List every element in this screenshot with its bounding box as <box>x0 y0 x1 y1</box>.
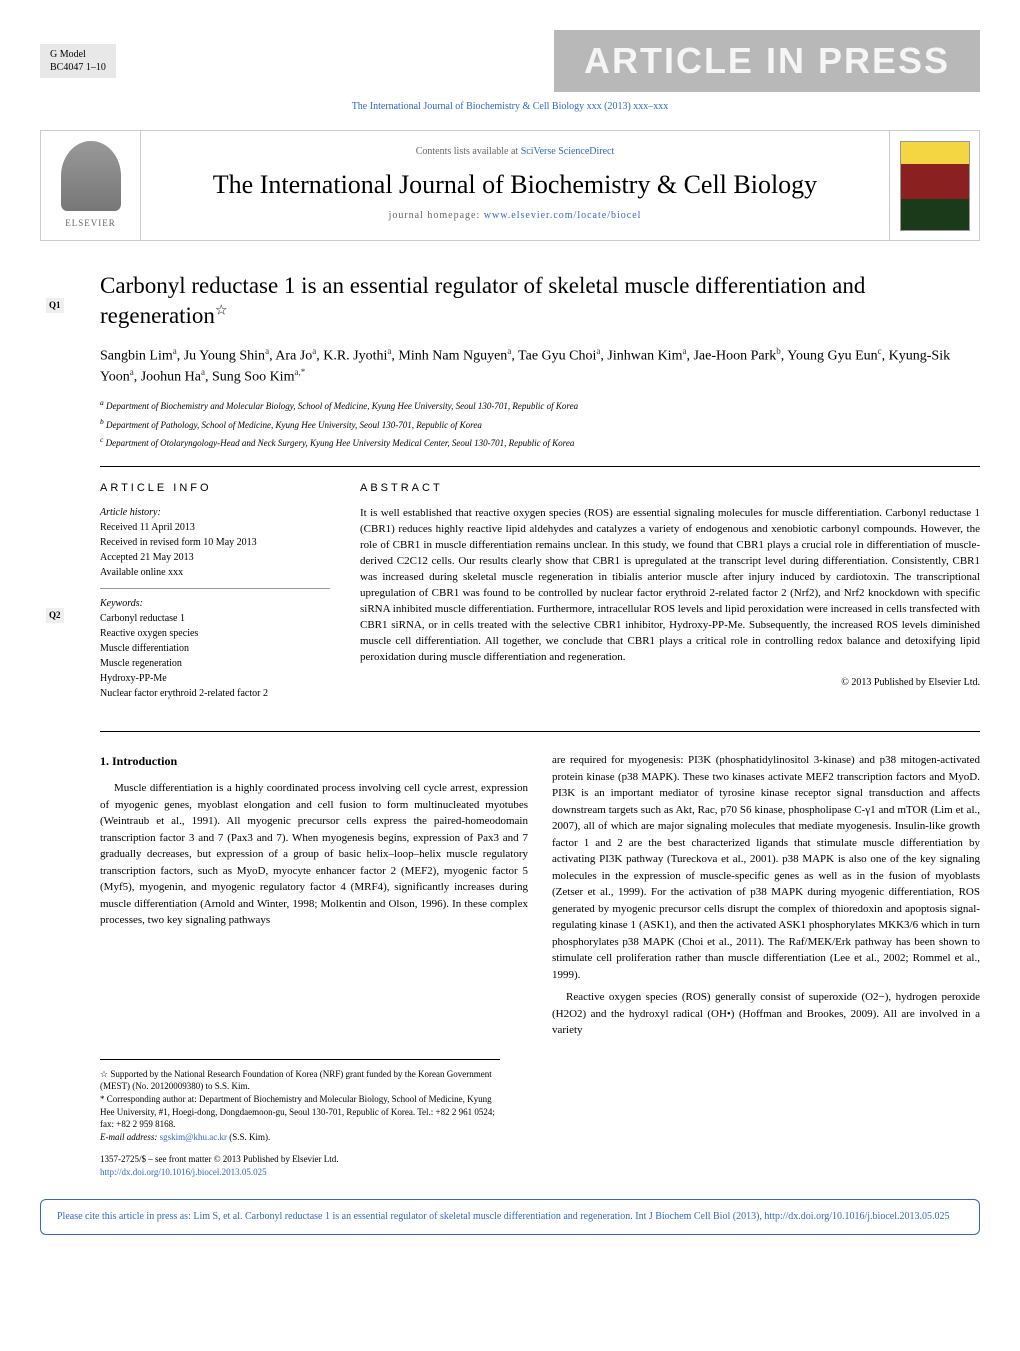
keyword-line: Muscle regeneration <box>100 656 330 671</box>
publisher-logo: ELSEVIER <box>41 131 141 240</box>
abstract-text: It is well established that reactive oxy… <box>360 506 980 665</box>
title-star-icon: ☆ <box>215 303 228 318</box>
info-abstract-row: ARTICLE INFO Article history: Received 1… <box>100 466 980 732</box>
footnotes: ☆ Supported by the National Research Fou… <box>100 1059 500 1144</box>
intro-heading: 1. Introduction <box>100 752 528 770</box>
history-block: Article history: Received 11 April 2013R… <box>100 506 330 589</box>
history-line: Received in revised form 10 May 2013 <box>100 535 330 550</box>
history-line: Available online xxx <box>100 565 330 580</box>
email-label: E-mail address: <box>100 1132 160 1142</box>
issn-line: 1357-2725/$ – see front matter © 2013 Pu… <box>100 1153 980 1166</box>
homepage-line: journal homepage: www.elsevier.com/locat… <box>155 209 875 223</box>
abstract-heading: ABSTRACT <box>360 481 980 496</box>
intro-paragraph-2: are required for myogenesis: PI3K (phosp… <box>552 752 980 983</box>
email-suffix: (S.S. Kim). <box>227 1132 270 1142</box>
contents-line: Contents lists available at SciVerse Sci… <box>155 145 875 159</box>
title-text: Carbonyl reductase 1 is an essential reg… <box>100 273 865 328</box>
header-citation: The International Journal of Biochemistr… <box>40 100 980 114</box>
body-columns: 1. Introduction Muscle differentiation i… <box>100 752 980 1039</box>
elsevier-tree-icon <box>61 141 121 211</box>
keywords-block: Keywords: Carbonyl reductase 1Reactive o… <box>100 597 330 709</box>
keyword-line: Muscle differentiation <box>100 641 330 656</box>
publisher-name: ELSEVIER <box>65 217 116 230</box>
affiliation-line: b Department of Pathology, School of Med… <box>100 417 980 432</box>
history-line: Accepted 21 May 2013 <box>100 550 330 565</box>
keyword-line: Nuclear factor erythroid 2-related facto… <box>100 686 330 701</box>
sciencedirect-link[interactable]: SciVerse ScienceDirect <box>521 146 615 157</box>
homepage-prefix: journal homepage: <box>389 210 484 221</box>
history-label: Article history: <box>100 506 330 520</box>
homepage-link[interactable]: www.elsevier.com/locate/biocel <box>484 210 642 221</box>
affiliations: a Department of Biochemistry and Molecul… <box>40 398 980 450</box>
article-title: Carbonyl reductase 1 is an essential reg… <box>100 271 980 331</box>
intro-paragraph-1: Muscle differentiation is a highly coord… <box>100 780 528 929</box>
query-marker-q2: Q2 <box>46 608 64 623</box>
model-info: G Model BC4047 1–10 <box>40 44 116 78</box>
journal-center: Contents lists available at SciVerse Sci… <box>141 131 889 240</box>
model-code: BC4047 1–10 <box>50 61 106 74</box>
body-column-right: are required for myogenesis: PI3K (phosp… <box>552 752 980 1039</box>
body-column-left: 1. Introduction Muscle differentiation i… <box>100 752 528 1039</box>
article-in-press-banner: ARTICLE IN PRESS <box>554 30 980 92</box>
authors-list: Sangbin Lima, Ju Young Shina, Ara Joa, K… <box>100 345 980 388</box>
abstract-column: ABSTRACT It is well established that rea… <box>360 481 980 717</box>
keywords-label: Keywords: <box>100 597 330 611</box>
contents-prefix: Contents lists available at <box>416 146 521 157</box>
keyword-line: Hydroxy-PP-Me <box>100 671 330 686</box>
header-bar: G Model BC4047 1–10 ARTICLE IN PRESS <box>40 30 980 92</box>
intro-paragraph-3: Reactive oxygen species (ROS) generally … <box>552 989 980 1039</box>
email-link[interactable]: sgskim@khu.ac.kr <box>160 1132 227 1142</box>
footnote-email: E-mail address: sgskim@khu.ac.kr (S.S. K… <box>100 1131 500 1144</box>
journal-header: ELSEVIER Contents lists available at Sci… <box>40 130 980 241</box>
keyword-line: Reactive oxygen species <box>100 626 330 641</box>
doi-link[interactable]: http://dx.doi.org/10.1016/j.biocel.2013.… <box>100 1166 980 1179</box>
journal-title: The International Journal of Biochemistr… <box>155 169 875 200</box>
cover-thumbnail-icon <box>900 141 970 231</box>
footnote-funding: ☆ Supported by the National Research Fou… <box>100 1068 500 1093</box>
abstract-copyright: © 2013 Published by Elsevier Ltd. <box>360 676 980 690</box>
journal-cover <box>889 131 979 240</box>
article-info-heading: ARTICLE INFO <box>100 481 330 496</box>
citation-box: Please cite this article in press as: Li… <box>40 1199 980 1235</box>
footer-meta: 1357-2725/$ – see front matter © 2013 Pu… <box>100 1153 980 1178</box>
affiliation-line: c Department of Otolaryngology-Head and … <box>100 435 980 450</box>
query-marker-q1: Q1 <box>46 298 64 313</box>
keyword-line: Carbonyl reductase 1 <box>100 611 330 626</box>
footnote-corresponding: * Corresponding author at: Department of… <box>100 1093 500 1131</box>
model-label: G Model <box>50 48 106 61</box>
article-info-column: ARTICLE INFO Article history: Received 1… <box>100 481 330 717</box>
affiliation-line: a Department of Biochemistry and Molecul… <box>100 398 980 413</box>
history-line: Received 11 April 2013 <box>100 520 330 535</box>
